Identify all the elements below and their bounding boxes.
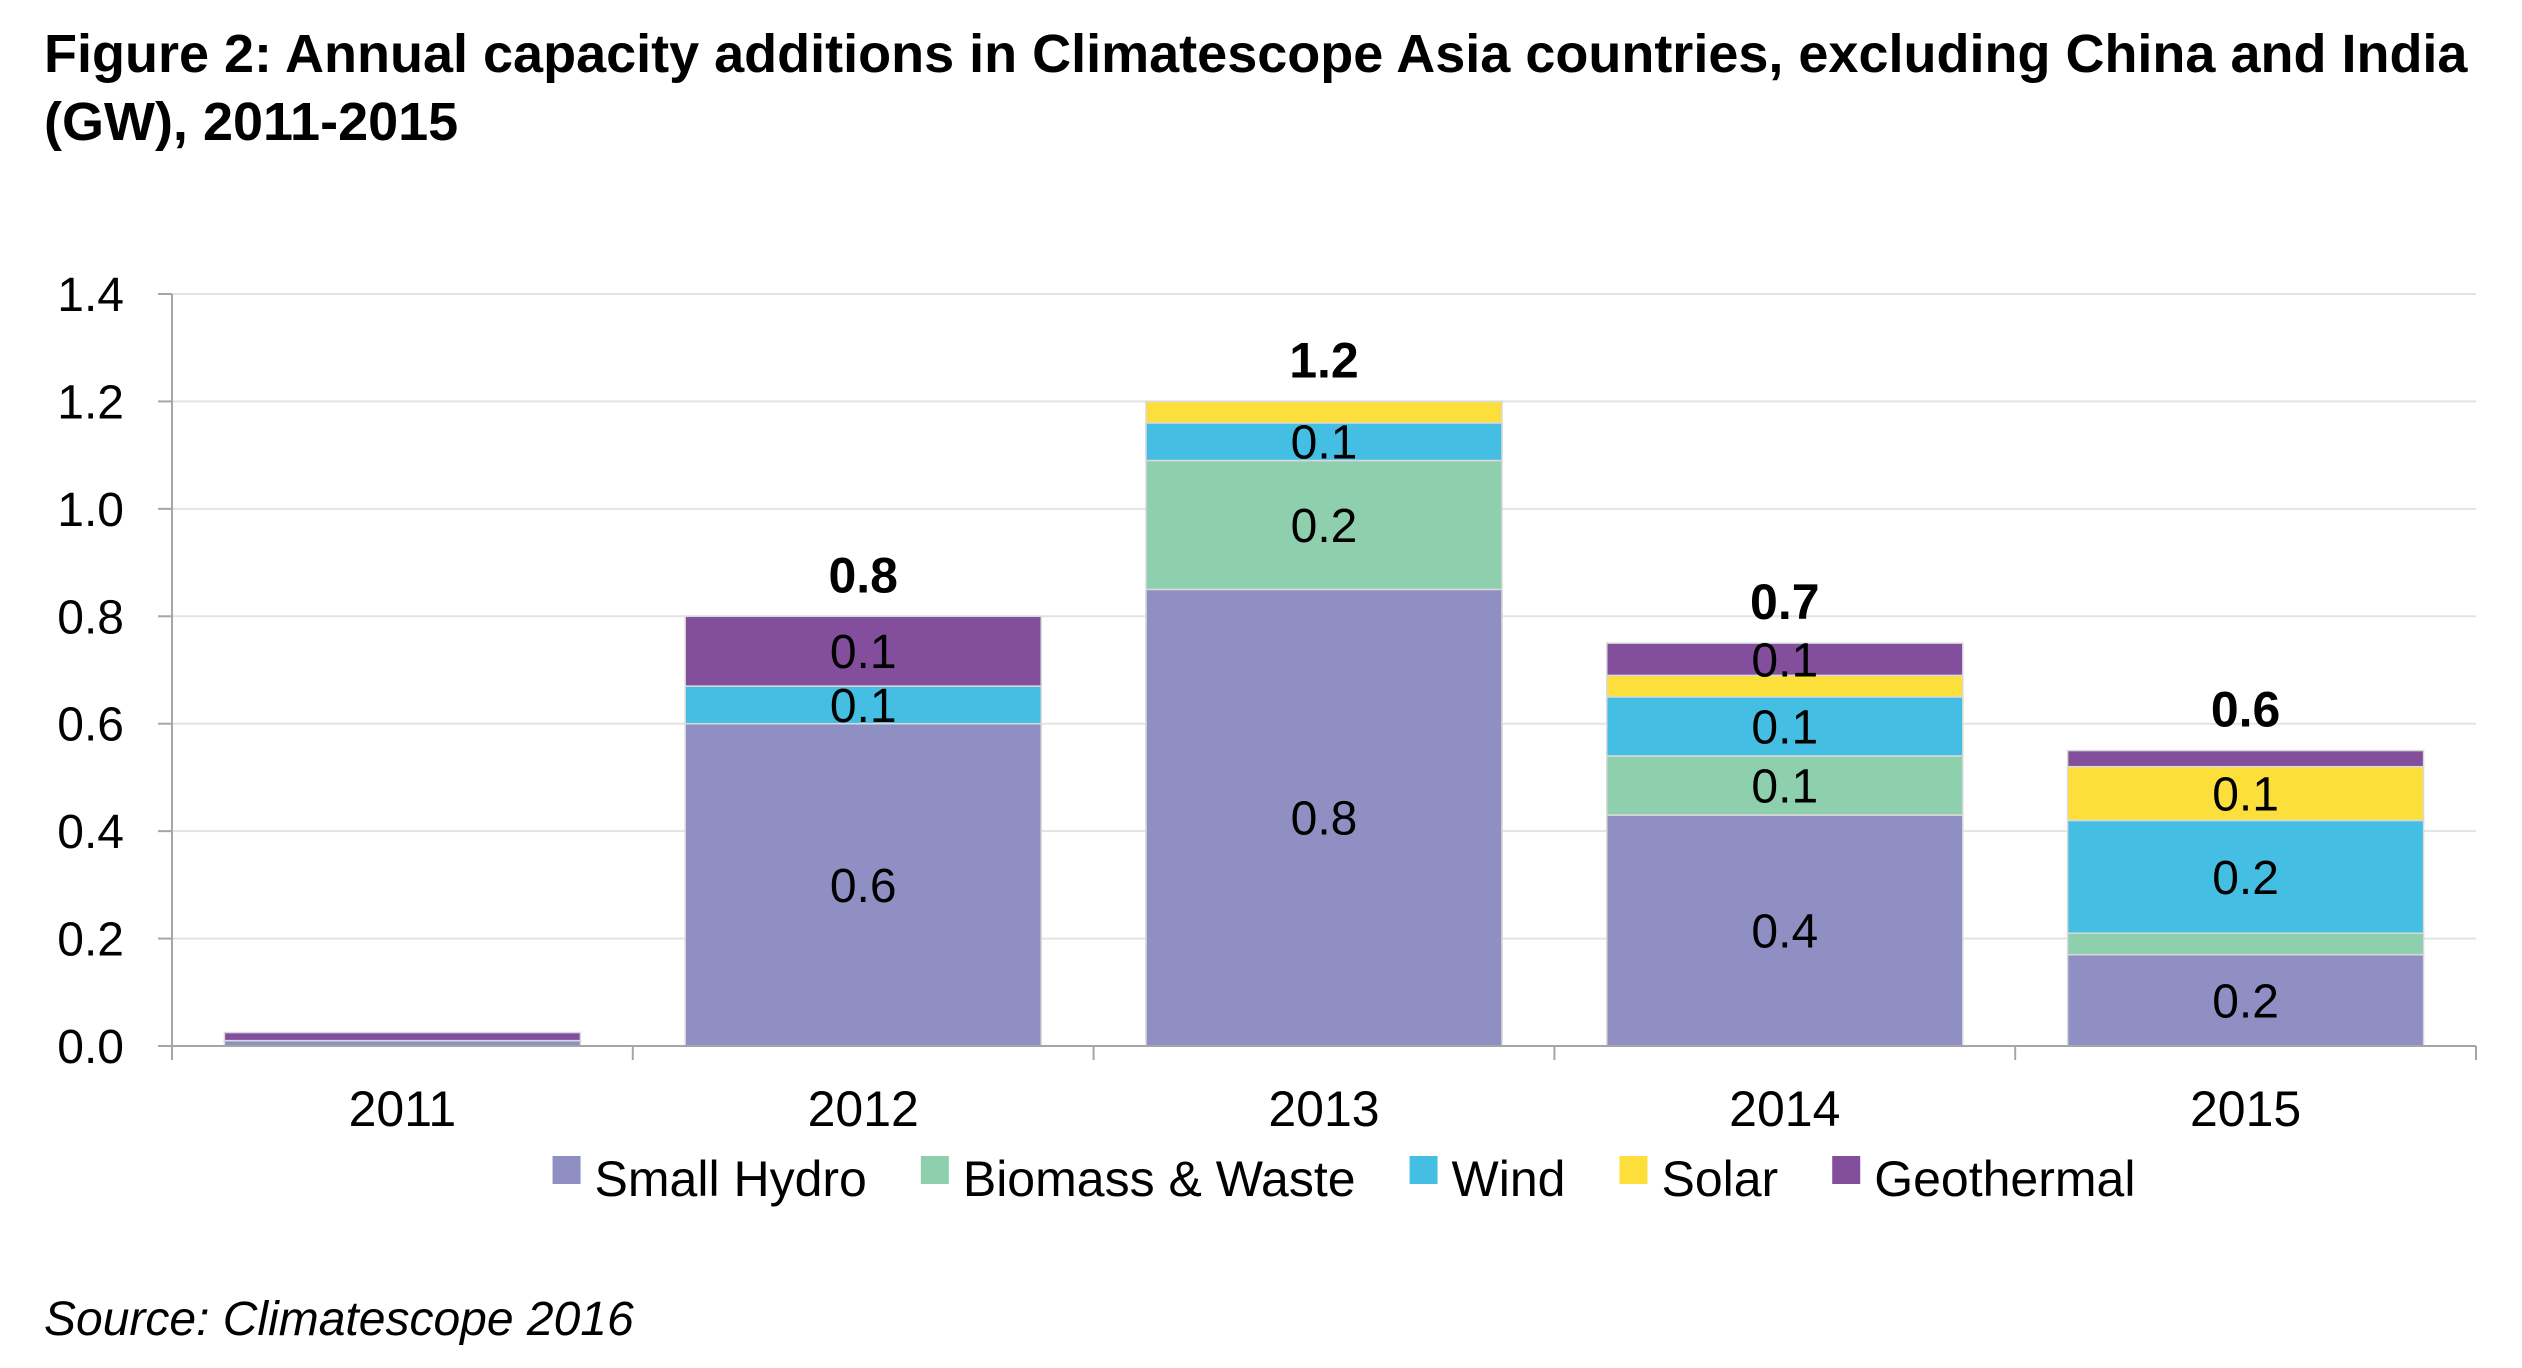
y-tick-label: 1.2 [57, 376, 124, 429]
segment-label: 0.1 [830, 680, 897, 733]
segment-label: 0.1 [2212, 769, 2279, 822]
legend-swatch-wind [1409, 1156, 1438, 1184]
segment-label: 0.2 [2212, 852, 2279, 905]
segment-label: 0.1 [1291, 417, 1358, 470]
bar-segment-solar-2015 [2066, 765, 2425, 822]
legend-label: Geothermal [1874, 1151, 2135, 1207]
bar-segment-small_hydro-2014 [1606, 814, 1964, 1047]
legend-label: Biomass & Waste [963, 1151, 1356, 1207]
bar-segment-small_hydro-2013 [1145, 588, 1503, 1047]
segment-label: 0.1 [830, 626, 897, 679]
bars [223, 400, 2425, 1047]
stacked-bar-chart: 0.0 0.2 0.4 0.6 0.8 1.0 1.2 1.4 2011 2012 2013 2014… [57, 269, 2477, 1207]
legend-swatch-geothermal [1832, 1156, 1861, 1184]
segment-label: 0.1 [1751, 760, 1818, 813]
bar-segment-geothermal-2015 [2066, 749, 2425, 768]
bar-segment-small_hydro-2012 [684, 722, 1042, 1047]
total-label: 0.6 [2211, 682, 2281, 738]
chart-title: Figure 2: Annual capacity additions in C… [44, 24, 2468, 152]
y-tick-label: 0.6 [57, 699, 124, 752]
legend-swatch-small_hydro [552, 1156, 581, 1184]
data-labels: 0.60.10.10.80.80.20.11.20.40.10.10.10.70… [828, 332, 2280, 1028]
legend-label: Wind [1452, 1151, 1566, 1207]
segment-label: 0.2 [2212, 975, 2279, 1028]
total-label: 1.2 [1289, 332, 1359, 388]
bar-segment-geothermal-2011 [223, 1031, 582, 1042]
segment-label: 0.2 [1291, 500, 1358, 553]
x-tick-label: 2011 [349, 1081, 457, 1137]
bar-segment-biomass_waste-2013 [1145, 459, 1503, 591]
bar-segment-wind-2013 [1145, 422, 1503, 462]
y-tick-label: 0.8 [57, 591, 124, 644]
legend-swatch-solar [1619, 1156, 1648, 1184]
total-label: 0.8 [828, 547, 898, 603]
segment-label: 0.4 [1751, 906, 1818, 959]
axes: 0.0 0.2 0.4 0.6 0.8 1.0 1.2 1.4 2011 2012 2013 2014… [57, 269, 2477, 1137]
x-tick-label: 2015 [2190, 1081, 2301, 1137]
y-tick-label: 1.4 [57, 269, 124, 322]
bar-segment-geothermal-2012 [684, 615, 1042, 687]
bar-segment-solar-2013 [1145, 400, 1503, 424]
segment-label: 0.1 [1751, 634, 1818, 687]
bar-segment-biomass_waste-2015 [2066, 932, 2425, 956]
x-tick-label: 2014 [1729, 1081, 1840, 1137]
y-tick-label: 0.2 [57, 914, 124, 967]
legend-label: Small Hydro [595, 1151, 867, 1207]
y-tick-label: 0.0 [57, 1021, 124, 1074]
total-label: 0.7 [1750, 574, 1820, 630]
x-tick-label: 2013 [1268, 1081, 1379, 1137]
legend-swatch-biomass_waste [920, 1156, 949, 1184]
y-tick-label: 0.4 [57, 806, 124, 859]
segment-label: 0.8 [1291, 793, 1358, 846]
x-tick-label: 2012 [808, 1081, 919, 1137]
bar-segment-small_hydro-2015 [2066, 953, 2425, 1047]
legend: Small Hydro Biomass & Waste Wind Solar Geoth… [552, 1151, 2135, 1207]
segment-label: 0.1 [1751, 701, 1818, 754]
bar-segment-biomass_waste-2014 [1606, 755, 1964, 816]
segment-label: 0.6 [830, 860, 897, 913]
y-tick-label: 1.0 [57, 484, 124, 537]
bar-segment-wind-2014 [1606, 696, 1964, 757]
legend-label: Solar [1661, 1151, 1778, 1207]
bar-segment-geothermal-2014 [1606, 642, 1964, 677]
source-note: Source: Climatescope 2016 [44, 1293, 634, 1346]
